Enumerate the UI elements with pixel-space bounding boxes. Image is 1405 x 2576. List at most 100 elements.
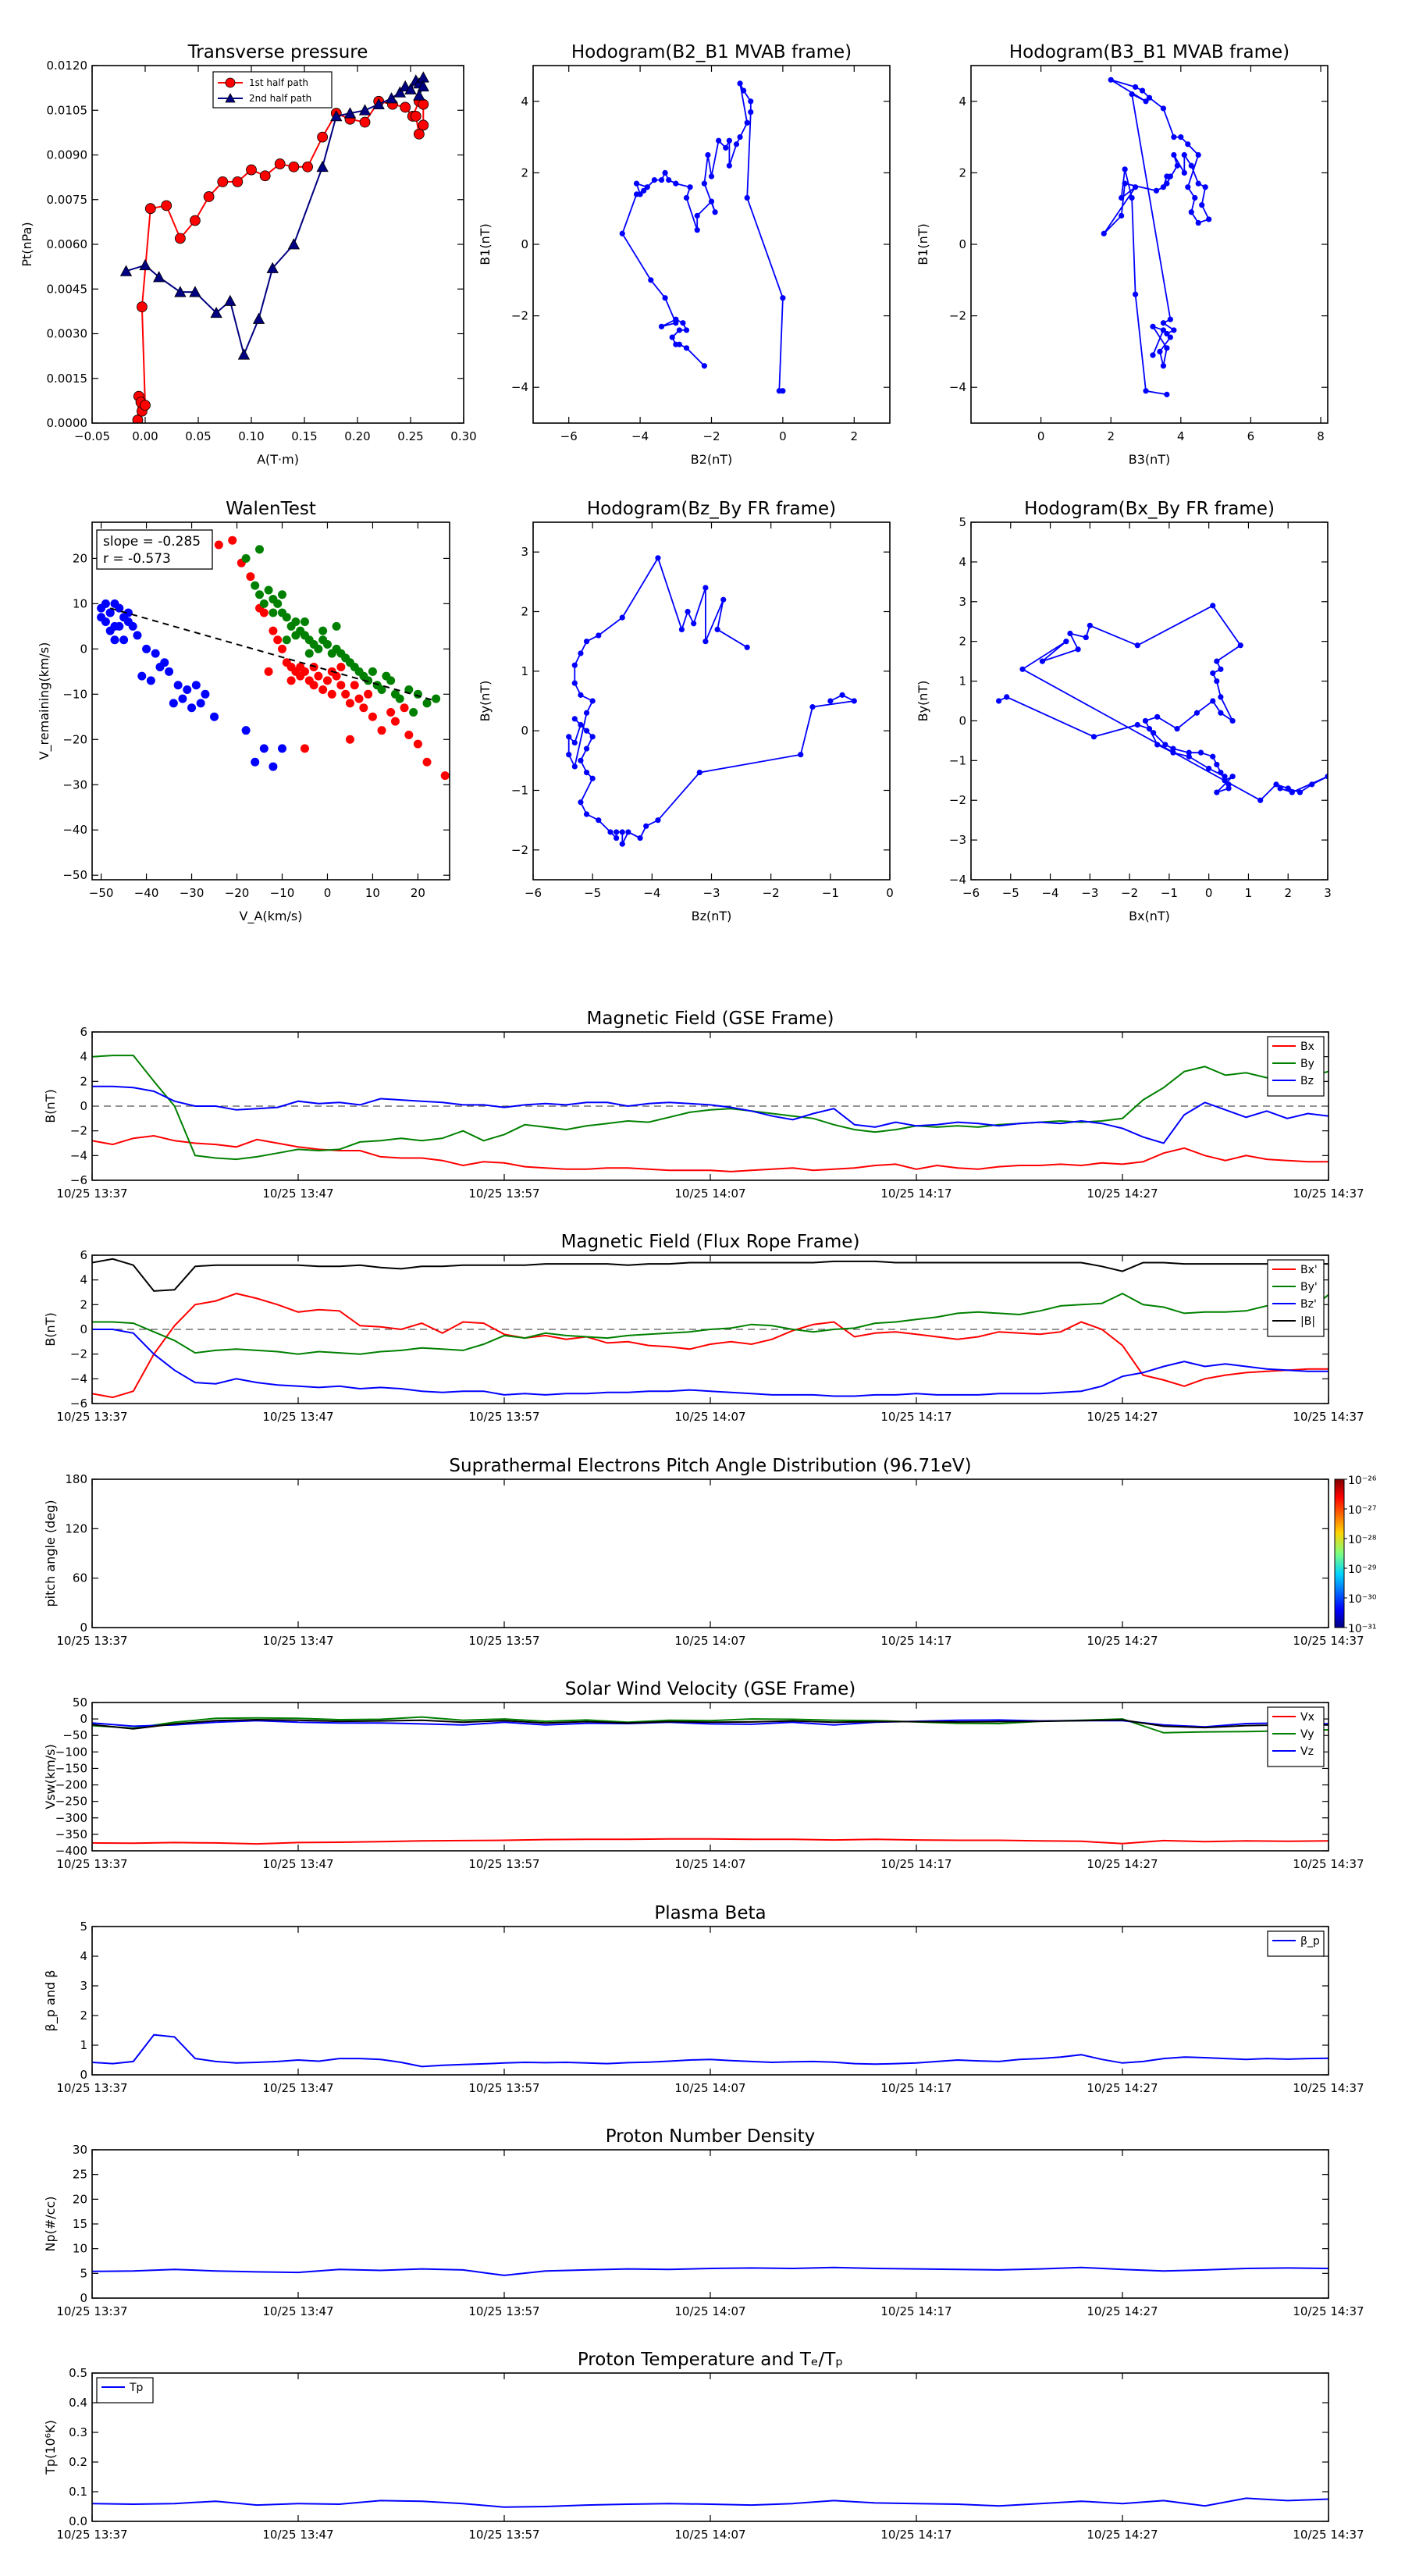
x-tick-label: 10/25 13:57 <box>468 1410 539 1424</box>
hodogram-point <box>726 137 732 144</box>
mag_gse-panel: Magnetic Field (GSE Frame) −6 −4 −2 0 2 4 6 10/2… <box>43 1009 1364 1201</box>
scatter-point <box>246 572 255 582</box>
hodogram-point <box>578 650 584 656</box>
y-axis-label: By(nT) <box>478 681 493 722</box>
data-point <box>224 294 237 306</box>
x-tick-label: 10/25 13:37 <box>56 2304 127 2318</box>
x-tick-label: 10/25 14:27 <box>1087 2081 1158 2095</box>
scatter-point <box>282 613 291 622</box>
x-tick-label: 10/25 14:37 <box>1293 2528 1364 2542</box>
hodogram-point <box>737 134 743 141</box>
x-tick-label: 10/25 13:37 <box>56 1187 127 1201</box>
y-tick-label: 0 <box>80 1099 87 1113</box>
scatter-point <box>259 744 269 753</box>
hodogram-point <box>583 745 590 752</box>
y-tick-label: −40 <box>62 823 87 837</box>
data-point <box>190 215 201 226</box>
y-axis-label: Pt(nPa) <box>20 222 34 266</box>
hodogram-point <box>614 834 620 841</box>
hodogram-point <box>1143 98 1149 105</box>
series-line <box>137 100 425 421</box>
legend-label: 1st half path <box>249 77 308 88</box>
series-line <box>92 1134 1329 1172</box>
x-tick-label: 10/25 14:17 <box>880 1410 951 1424</box>
y-tick-label: 2 <box>521 165 528 180</box>
scatter-point <box>110 635 119 645</box>
scatter-point <box>309 663 318 672</box>
data-point <box>330 110 343 122</box>
y-tick-label: 5 <box>959 515 966 529</box>
hodogram-point <box>737 80 743 87</box>
chart-title: Hodogram(B3_B1 MVAB frame) <box>1009 42 1289 62</box>
plot-frame <box>91 2372 1329 2522</box>
legend-label: Bz' <box>1300 1298 1317 1311</box>
y-tick-label: 4 <box>959 555 966 569</box>
scatter-point <box>105 608 115 617</box>
hodogram-point <box>566 752 572 758</box>
x-tick-label: 10/25 14:37 <box>1293 1857 1364 1871</box>
hodogram-point <box>1229 774 1236 780</box>
hodogram-point <box>637 834 643 841</box>
hodogram-point <box>714 626 720 633</box>
hodogram-point <box>694 227 700 233</box>
plot-frame <box>91 2149 1329 2299</box>
x-axis-label: B2(nT) <box>691 452 733 467</box>
x-tick-label: 10/25 13:37 <box>56 2081 127 2095</box>
data-point <box>418 98 429 110</box>
y-tick-label: −2 <box>70 1347 87 1361</box>
hodogram-point <box>1309 781 1315 788</box>
x-tick-label: 10 <box>365 886 380 900</box>
hodogram-point <box>1181 169 1187 176</box>
data-point <box>232 176 244 187</box>
y-tick-label: 4 <box>521 94 528 109</box>
series-line <box>92 2033 1329 2068</box>
x-tick-label: 10/25 13:37 <box>56 1410 127 1424</box>
hodogram-point <box>571 716 578 722</box>
hodogram-point <box>776 388 782 394</box>
scatter-point <box>409 707 418 717</box>
hodogram-point <box>583 639 590 645</box>
x-tick-label: −6 <box>560 429 578 443</box>
hodo1-panel: Hodogram(B2_B1 MVAB frame) −4 −2 0 2 4 −6 −4 −2 0… <box>478 42 891 467</box>
hodogram-point <box>571 739 578 746</box>
hodogram-point <box>673 180 679 187</box>
hodogram-point <box>1108 76 1114 83</box>
x-tick-label: −4 <box>643 886 660 900</box>
legend-box <box>1267 1930 1325 1957</box>
x-tick-label: 3 <box>1324 886 1332 900</box>
hodogram-point <box>1218 666 1224 672</box>
hodogram-point <box>1222 774 1228 780</box>
y-axis-label: B1(nT) <box>916 223 930 265</box>
hodogram-point <box>1210 603 1216 609</box>
hodogram-point <box>712 209 718 215</box>
hodogram-point <box>1188 162 1194 169</box>
hodogram-point <box>583 811 590 817</box>
hodogram-point <box>705 151 711 158</box>
hodogram-point <box>1171 151 1177 158</box>
hodogram-point <box>1225 785 1232 792</box>
scatter-point <box>269 626 278 635</box>
hodogram-point <box>696 770 702 776</box>
hodogram-point <box>1174 162 1180 169</box>
hodogram-point <box>571 680 578 686</box>
colorbar <box>1334 1478 1345 1628</box>
legend-label: |B| <box>1300 1315 1315 1328</box>
legend-marker <box>225 93 236 103</box>
colorbar-label: 10⁻²⁹ <box>1348 1564 1377 1576</box>
plot-frame <box>91 521 450 881</box>
x-tick-label: 10/25 13:47 <box>262 1410 333 1424</box>
data-point <box>359 116 371 128</box>
hodogram-line <box>998 604 1328 802</box>
scatter-point <box>322 640 332 649</box>
x-tick-label: −30 <box>180 886 205 900</box>
hodogram-point <box>1178 134 1184 141</box>
data-point <box>139 258 151 271</box>
hodogram-point <box>633 180 640 187</box>
y-tick-label: −2 <box>949 793 966 807</box>
scatter-point <box>277 590 286 600</box>
hodogram-point <box>1185 184 1191 190</box>
scatter-point <box>255 590 265 600</box>
hodogram-point <box>1273 781 1279 788</box>
hodogram-point <box>1188 209 1194 215</box>
hodogram-point <box>1289 789 1295 795</box>
